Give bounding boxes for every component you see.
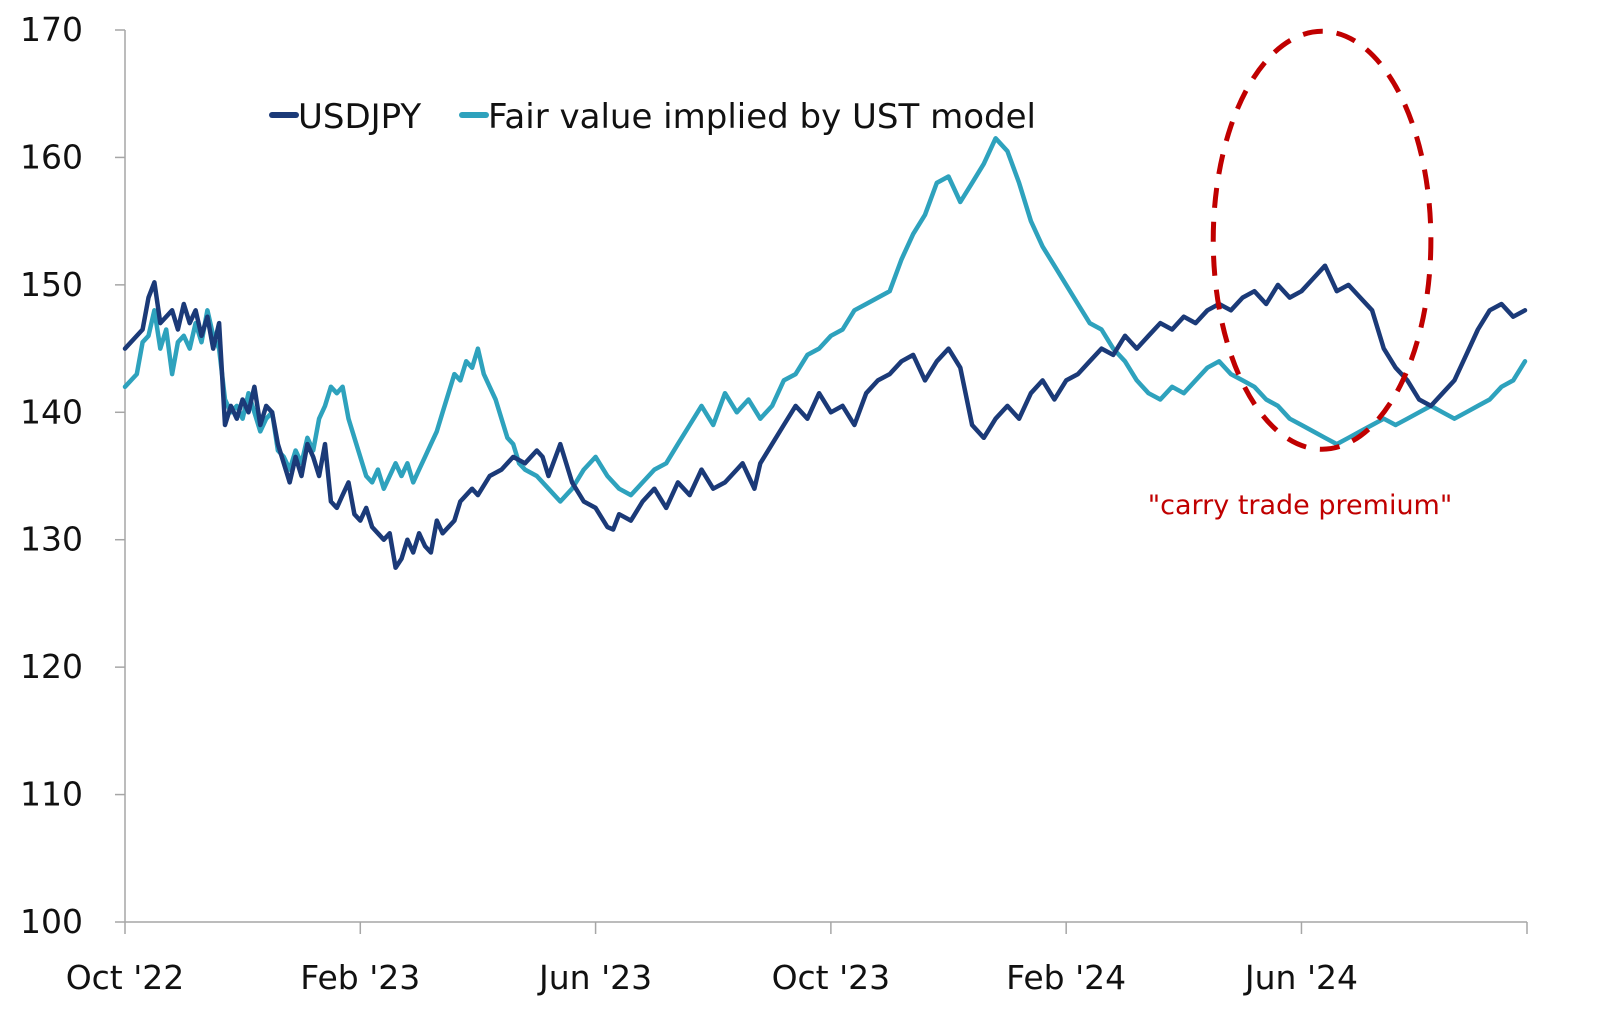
x-tick-label: Oct '22 bbox=[66, 958, 185, 997]
carry-trade-label: "carry trade premium" bbox=[1148, 490, 1453, 521]
y-axis-ticks: 100 110 120 130 140 150 160 170 bbox=[20, 10, 125, 941]
y-tick-label: 120 bbox=[20, 647, 83, 686]
series-line-usdjpy bbox=[122, 263, 1528, 570]
legend-label-usdjpy: USDJPY bbox=[298, 97, 421, 137]
x-tick-label: Jun '24 bbox=[1243, 958, 1358, 997]
legend-label-fair-value: Fair value implied by UST model bbox=[488, 97, 1036, 137]
x-tick-label: Oct '23 bbox=[772, 958, 891, 997]
y-tick-label: 170 bbox=[20, 10, 83, 49]
y-tick-label: 110 bbox=[20, 775, 83, 814]
chart-axes: 100 110 120 130 140 150 160 170 Oct '22 Feb '23 J… bbox=[20, 10, 1528, 997]
carry-trade-annotation: "carry trade premium" bbox=[1148, 28, 1453, 521]
x-tick-label: Feb '24 bbox=[1006, 958, 1126, 997]
y-tick-label: 140 bbox=[20, 392, 83, 431]
x-tick-label: Feb '23 bbox=[300, 958, 420, 997]
y-tick-label: 150 bbox=[20, 265, 83, 304]
y-tick-label: 130 bbox=[20, 520, 83, 559]
legend: USDJPY Fair value implied by UST model bbox=[269, 97, 1036, 137]
x-tick-label: Jun '23 bbox=[537, 958, 652, 997]
carry-trade-ellipse bbox=[1210, 28, 1434, 452]
series-layer bbox=[122, 136, 1528, 570]
y-tick-label: 160 bbox=[20, 137, 83, 176]
x-axis-ticks: Oct '22 Feb '23 Jun '23 Oct '23 Feb '24 Jun '… bbox=[66, 922, 1528, 997]
series-line-fair-value bbox=[122, 136, 1528, 504]
y-tick-label: 100 bbox=[20, 902, 83, 941]
